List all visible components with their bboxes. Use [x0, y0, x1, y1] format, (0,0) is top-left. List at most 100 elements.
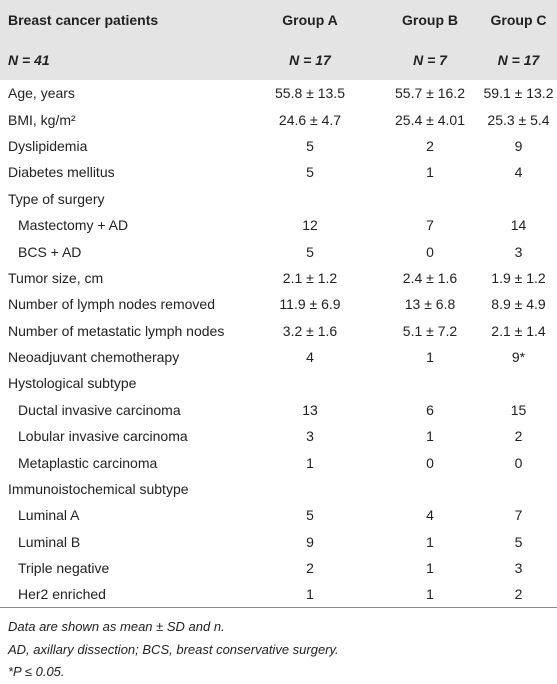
cell: 1	[426, 164, 434, 181]
cell: 3	[514, 560, 523, 577]
group-n: N = 17	[289, 52, 331, 68]
table-row: Immunoistochemical subtype	[0, 476, 557, 502]
cell: 1	[426, 586, 434, 603]
row-label: Her2 enriched	[18, 586, 106, 603]
table-row: Diabetes mellitus 5 1 4	[0, 159, 557, 185]
cell: 3.2 ± 1.6	[282, 322, 338, 339]
section-label: Hystological subtype	[8, 375, 137, 392]
header-row: N = 41 N = 17 N = 7 N = 17	[0, 40, 557, 80]
group-n: N = 17	[497, 52, 540, 68]
table-row: Dyslipidemia 5 2 9	[0, 133, 557, 159]
cell: 5	[306, 137, 314, 154]
cell: 2	[514, 586, 523, 603]
header-row: Breast cancer patients Group A Group B Gro…	[0, 0, 557, 40]
table-row: Luminal B 9 1 5	[0, 529, 557, 555]
cell: 0	[426, 454, 434, 471]
cell: 6	[426, 401, 434, 418]
row-label: Dyslipidemia	[8, 137, 88, 154]
data-table: Breast cancer patients Group A Group B Gro…	[0, 0, 557, 608]
table-row: Number of lymph nodes removed 11.9 ± 6.9 1…	[0, 291, 557, 317]
cell: 7	[514, 507, 523, 524]
row-label: Luminal A	[18, 507, 80, 524]
footnote: AD, axillary dissection; BCS, breast con…	[8, 641, 339, 657]
cell: 4	[306, 349, 314, 366]
cell: 9	[514, 137, 523, 154]
cell: 0	[426, 243, 434, 260]
cell: 5.1 ± 7.2	[402, 322, 458, 339]
cell: 59.1 ± 13.2	[483, 85, 554, 102]
row-label: Tumor size, cm	[8, 269, 104, 286]
row-label: Luminal B	[18, 533, 81, 550]
cell: 25.4 ± 4.01	[395, 111, 465, 128]
group-name: Group C	[490, 12, 547, 28]
table-body: Age, years 55.8 ± 13.5 55.7 ± 16.2 59.1 ± 1…	[0, 80, 557, 608]
table-row: Number of metastatic lymph nodes 3.2 ± 1.…	[0, 318, 557, 344]
table-row: Lobular invasive carcinoma 3 1 2	[0, 423, 557, 449]
cell: 1	[426, 349, 434, 366]
cell: 8.9 ± 4.9	[491, 296, 546, 313]
table-row: Type of surgery	[0, 186, 557, 212]
cell: 55.7 ± 16.2	[395, 85, 465, 102]
cell: 25.3 ± 5.4	[487, 111, 550, 128]
cell: 2	[426, 137, 434, 154]
cell: 9*	[511, 349, 526, 366]
table-row: Luminal A 5 4 7	[0, 502, 557, 528]
cell: 1	[426, 533, 434, 550]
row-label: Number of metastatic lymph nodes	[8, 322, 225, 339]
cell: 24.6 ± 4.7	[278, 111, 342, 128]
table-row: Hystological subtype	[0, 370, 557, 396]
footnote: Data are shown as mean ± SD and n.	[8, 619, 225, 635]
cell: 12	[302, 217, 318, 234]
cell: 1.9 ± 1.2	[491, 269, 546, 286]
cell: 1	[426, 428, 434, 445]
cell: 4	[514, 164, 523, 181]
cell: 9	[306, 533, 314, 550]
cell: 13	[302, 401, 318, 418]
row-label: BCS + AD	[18, 243, 82, 260]
header-title: Breast cancer patients	[8, 12, 159, 28]
cell: 1	[306, 586, 314, 603]
cell: 4	[426, 507, 434, 524]
table-header: Breast cancer patients Group A Group B Gro…	[0, 0, 557, 80]
cell: 14	[510, 217, 527, 234]
row-label: Diabetes mellitus	[8, 164, 115, 181]
row-label: Ductal invasive carcinoma	[18, 401, 181, 418]
cell: 15	[510, 401, 527, 418]
footnotes: Data are shown as mean ± SD and n. AD, ax…	[0, 608, 557, 684]
table-row: Triple negative 2 1 3	[0, 555, 557, 581]
table-row: Tumor size, cm 2.1 ± 1.2 2.4 ± 1.6 1.9 ± 1.…	[0, 265, 557, 291]
cell: 5	[306, 507, 314, 524]
table-row: Age, years 55.8 ± 13.5 55.7 ± 16.2 59.1 ± 1…	[0, 80, 557, 106]
cell: 55.8 ± 13.5	[275, 85, 345, 102]
table-row: BCS + AD 5 0 3	[0, 238, 557, 264]
cell: 2	[514, 428, 523, 445]
cell: 3	[514, 243, 523, 260]
row-label: Mastectomy + AD	[18, 217, 129, 234]
cell: 7	[426, 217, 434, 234]
row-label: Age, years	[8, 85, 75, 102]
cell: 1	[426, 560, 434, 577]
table-row: Neoadjuvant chemotherapy 4 1 9*	[0, 344, 557, 370]
footnote: *P ≤ 0.05.	[8, 664, 65, 680]
group-name: Group A	[282, 12, 338, 28]
section-label: Type of surgery	[8, 190, 105, 207]
table-row: Her2 enriched 1 1 2	[0, 581, 557, 608]
cell: 2	[306, 560, 314, 577]
section-label: Immunoistochemical subtype	[8, 481, 189, 498]
cell: 2.1 ± 1.4	[491, 322, 546, 339]
cell: 5	[306, 243, 314, 260]
cell: 2.4 ± 1.6	[402, 269, 458, 286]
group-n: N = 7	[413, 52, 447, 68]
row-label: BMI, kg/m²	[8, 111, 76, 128]
row-label: Lobular invasive carcinoma	[18, 428, 188, 445]
cell: 0	[514, 454, 523, 471]
cell: 5	[306, 164, 314, 181]
cell: 11.9 ± 6.9	[279, 296, 341, 313]
row-label: Triple negative	[18, 560, 110, 577]
cell: 1	[306, 454, 314, 471]
header-n: N = 41	[8, 52, 50, 68]
cell: 5	[514, 533, 523, 550]
cell: 13 ± 6.8	[404, 296, 456, 313]
table-row: BMI, kg/m² 24.6 ± 4.7 25.4 ± 4.01 25.3 ± 5.…	[0, 106, 557, 132]
